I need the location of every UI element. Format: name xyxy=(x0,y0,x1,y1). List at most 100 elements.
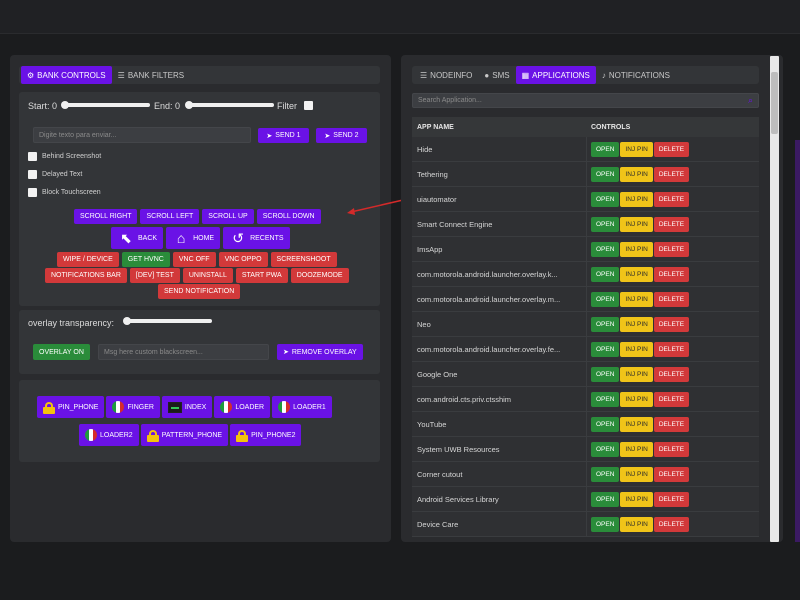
home-button[interactable]: ⌂ HOME xyxy=(166,227,221,249)
send-notification-button[interactable]: SEND NOTIFICATION xyxy=(158,284,241,299)
inject-pin-button[interactable]: INJ PIN xyxy=(620,516,653,532)
overlay-on-button[interactable]: OVERLAY ON xyxy=(33,344,90,360)
chat-icon: ● xyxy=(484,70,490,80)
delete-button[interactable]: DELETE xyxy=(653,341,690,357)
tab-bank-controls[interactable]: ⚙ BANK CONTROLS xyxy=(21,66,112,84)
finger-button[interactable]: FINGER xyxy=(106,396,160,418)
screen-icon xyxy=(167,401,182,413)
tab-notifications[interactable]: ♪ NOTIFICATIONS xyxy=(596,66,676,84)
delete-button[interactable]: DELETE xyxy=(653,491,690,507)
open-button[interactable]: OPEN xyxy=(591,341,620,357)
inject-pin-button[interactable]: INJ PIN xyxy=(620,316,653,332)
pin-phone2-button[interactable]: PIN_PHONE2 xyxy=(230,424,302,446)
open-button[interactable]: OPEN xyxy=(591,441,620,457)
inject-pin-button[interactable]: INJ PIN xyxy=(620,341,653,357)
delete-button[interactable]: DELETE xyxy=(653,166,690,182)
tab-bank-filters[interactable]: ☰ BANK FILTERS xyxy=(112,66,190,84)
open-button[interactable]: OPEN xyxy=(591,316,620,332)
vnc-off-button[interactable]: VNC OFF xyxy=(172,252,216,267)
send-1-button[interactable]: ➤ SEND 1 xyxy=(258,128,309,143)
delete-button[interactable]: DELETE xyxy=(653,141,690,157)
scroll-right-button[interactable]: SCROLL RIGHT xyxy=(74,209,138,224)
inject-pin-button[interactable]: INJ PIN xyxy=(620,441,653,457)
inject-pin-button[interactable]: INJ PIN xyxy=(620,466,653,482)
delete-button[interactable]: DELETE xyxy=(653,291,690,307)
pattern-phone-button[interactable]: PATTERN_PHONE xyxy=(140,424,229,446)
application-search-input[interactable]: Search Application... ⌕ xyxy=(412,93,759,108)
behind-screenshot-checkbox[interactable] xyxy=(28,152,37,161)
delete-button[interactable]: DELETE xyxy=(653,266,690,282)
scroll-down-button[interactable]: SCROLL DOWN xyxy=(256,209,321,224)
delete-button[interactable]: DELETE xyxy=(653,516,690,532)
scroll-left-button[interactable]: SCROLL LEFT xyxy=(140,209,200,224)
delete-button[interactable]: DELETE xyxy=(653,191,690,207)
inject-pin-button[interactable]: INJ PIN xyxy=(620,291,653,307)
tab-sms[interactable]: ● SMS xyxy=(478,66,515,84)
pin-phone-button[interactable]: PIN_PHONE xyxy=(37,396,105,418)
scrollbar-thumb[interactable] xyxy=(771,72,778,134)
delete-button[interactable]: DELETE xyxy=(653,416,690,432)
tab-nodeinfo[interactable]: ☰ NODEINFO xyxy=(414,66,478,84)
delete-button[interactable]: DELETE xyxy=(653,466,690,482)
get-hvnc-button[interactable]: GET HVNC xyxy=(121,252,170,267)
open-button[interactable]: OPEN xyxy=(591,291,620,307)
uninstall-button[interactable]: UNINSTALL xyxy=(182,268,233,283)
dev-test-button[interactable]: [DEV] TEST xyxy=(129,268,180,283)
start-pwa-button[interactable]: START PWA xyxy=(235,268,288,283)
open-button[interactable]: OPEN xyxy=(591,141,620,157)
end-slider[interactable] xyxy=(185,101,274,109)
recents-button[interactable]: ↺ RECENTS xyxy=(223,227,290,249)
loader2-button[interactable]: LOADER2 xyxy=(79,424,139,446)
delete-button[interactable]: DELETE xyxy=(653,391,690,407)
open-button[interactable]: OPEN xyxy=(591,241,620,257)
inject-pin-button[interactable]: INJ PIN xyxy=(620,216,653,232)
open-button[interactable]: OPEN xyxy=(591,466,620,482)
send-2-button[interactable]: ➤ SEND 2 xyxy=(316,128,367,143)
remove-overlay-button[interactable]: ➤ REMOVE OVERLAY xyxy=(277,344,363,360)
overlay-transparency-slider[interactable] xyxy=(123,317,212,325)
vertical-scrollbar[interactable] xyxy=(770,56,779,542)
open-button[interactable]: OPEN xyxy=(591,366,620,382)
open-button[interactable]: OPEN xyxy=(591,491,620,507)
open-button[interactable]: OPEN xyxy=(591,391,620,407)
inject-pin-button[interactable]: INJ PIN xyxy=(620,491,653,507)
inject-pin-button[interactable]: INJ PIN xyxy=(620,141,653,157)
back-button[interactable]: ⬉ BACK xyxy=(111,227,164,249)
delete-button[interactable]: DELETE xyxy=(653,441,690,457)
overlay-message-input[interactable]: Msg here custom blackscreen... xyxy=(98,344,269,360)
delete-button[interactable]: DELETE xyxy=(653,216,690,232)
wipe-device-button[interactable]: WIPE / DEVICE xyxy=(57,252,119,267)
open-button[interactable]: OPEN xyxy=(591,216,620,232)
inject-pin-button[interactable]: INJ PIN xyxy=(620,391,653,407)
loader1-button[interactable]: LOADER1 xyxy=(272,396,332,418)
search-icon[interactable]: ⌕ xyxy=(747,95,753,105)
screenshoot-button[interactable]: SCREENSHOOT xyxy=(270,252,337,267)
tab-applications[interactable]: ▦ APPLICATIONS xyxy=(515,66,596,84)
open-button[interactable]: OPEN xyxy=(591,516,620,532)
delete-button[interactable]: DELETE xyxy=(653,241,690,257)
scroll-up-button[interactable]: SCROLL UP xyxy=(202,209,254,224)
inject-pin-button[interactable]: INJ PIN xyxy=(620,266,653,282)
delete-button[interactable]: DELETE xyxy=(653,316,690,332)
vnc-oppo-button[interactable]: VNC OPPO xyxy=(218,252,268,267)
open-button[interactable]: OPEN xyxy=(591,166,620,182)
filter-checkbox[interactable] xyxy=(304,101,313,110)
block-touchscreen-checkbox[interactable] xyxy=(28,188,37,197)
delete-button[interactable]: DELETE xyxy=(653,366,690,382)
loader-button[interactable]: LOADER xyxy=(214,396,271,418)
open-button[interactable]: OPEN xyxy=(591,191,620,207)
inject-pin-button[interactable]: INJ PIN xyxy=(620,191,653,207)
index-button[interactable]: INDEX xyxy=(161,396,213,418)
inject-pin-button[interactable]: INJ PIN xyxy=(620,416,653,432)
inject-pin-button[interactable]: INJ PIN xyxy=(620,166,653,182)
text-send-input[interactable]: Digite texto para enviar... xyxy=(33,127,251,143)
open-button[interactable]: OPEN xyxy=(591,266,620,282)
inject-pin-button[interactable]: INJ PIN xyxy=(620,366,653,382)
search-placeholder: Search Application... xyxy=(418,97,482,104)
notifications-bar-button[interactable]: NOTIFICATIONS BAR xyxy=(45,268,127,283)
delayed-text-checkbox[interactable] xyxy=(28,170,37,179)
start-slider[interactable] xyxy=(61,101,150,109)
inject-pin-button[interactable]: INJ PIN xyxy=(620,241,653,257)
open-button[interactable]: OPEN xyxy=(591,416,620,432)
doozemode-button[interactable]: DOOZEMODE xyxy=(290,268,349,283)
